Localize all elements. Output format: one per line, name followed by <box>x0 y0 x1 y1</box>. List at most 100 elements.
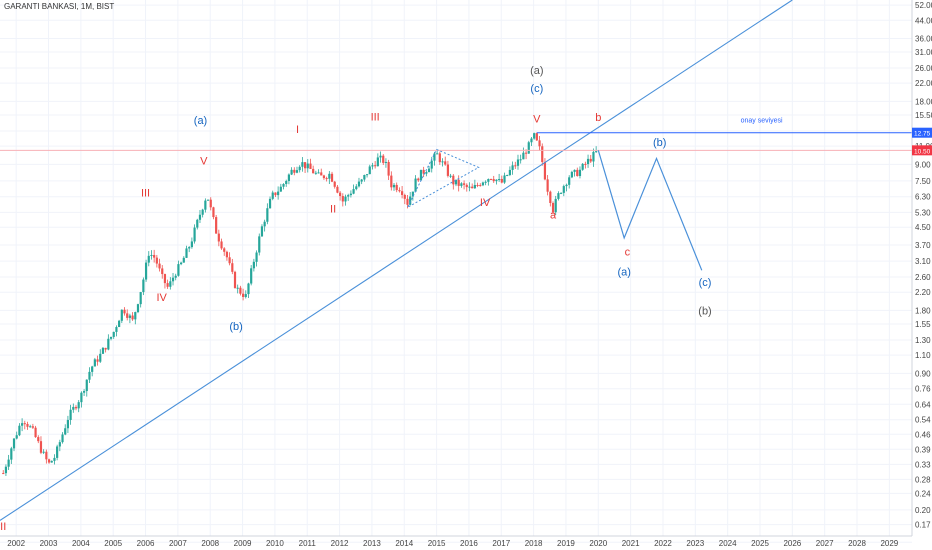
candle-body <box>193 227 196 242</box>
candle-body <box>72 406 75 410</box>
candle-body <box>85 379 88 392</box>
candle-body <box>45 451 48 460</box>
candle-body <box>506 175 509 177</box>
y-tick-label: 0.20 <box>915 506 931 515</box>
y-tick-label: 0.76 <box>915 385 931 394</box>
candle-body <box>436 153 439 155</box>
candle-body <box>236 287 239 289</box>
candle-body <box>419 169 423 181</box>
y-tick-label: 0.39 <box>915 445 931 454</box>
candle-body <box>398 190 401 192</box>
candle-body <box>7 459 10 467</box>
candle-body <box>15 435 18 439</box>
candle-body <box>495 179 498 182</box>
x-tick-label: 2020 <box>589 539 607 548</box>
wave-label: c <box>625 246 631 258</box>
price-tag <box>912 145 932 156</box>
candle-body <box>565 184 568 187</box>
candle-body <box>360 179 363 182</box>
wave-label: (c) <box>699 277 712 289</box>
x-tick-label: 2025 <box>751 539 769 548</box>
candle-body <box>2 473 5 475</box>
candle-body <box>465 184 468 188</box>
candle-body <box>99 353 102 362</box>
candle-body <box>414 178 417 192</box>
candle-body <box>250 268 253 284</box>
y-tick-label: 1.30 <box>915 336 931 345</box>
candle-body <box>126 313 129 318</box>
candle-body <box>471 186 474 189</box>
candle-body <box>322 175 326 179</box>
candle-body <box>204 200 207 210</box>
candle-body <box>231 263 234 272</box>
x-tick-label: 2019 <box>557 539 575 548</box>
drawing-layer <box>0 0 912 521</box>
candle-body <box>492 179 495 182</box>
wave-label: b <box>595 112 601 124</box>
candle-body <box>392 184 396 188</box>
candle-body <box>225 251 229 258</box>
candle-body <box>263 221 266 227</box>
candle-body <box>379 155 382 158</box>
candle-body <box>538 140 541 147</box>
candle-body <box>411 191 414 197</box>
y-tick-label: 26.00 <box>915 64 932 73</box>
candle-body <box>223 248 226 252</box>
wave-label: II <box>0 521 6 533</box>
candle-body <box>206 199 210 201</box>
candle-body <box>147 255 150 263</box>
candle-body <box>484 181 487 183</box>
candle-body <box>39 441 43 453</box>
candle-body <box>53 457 56 461</box>
candle-body <box>376 157 379 167</box>
trendline[interactable] <box>0 0 793 521</box>
x-tick-label: 2012 <box>331 539 349 548</box>
candle-body <box>255 252 258 262</box>
y-tick-label: 2.60 <box>915 273 931 282</box>
candle-body <box>592 151 595 162</box>
candle-body <box>77 402 80 409</box>
candle-body <box>123 309 126 314</box>
candle-body <box>535 133 538 141</box>
candle-body <box>584 163 587 165</box>
candle-body <box>47 459 51 463</box>
candle-body <box>481 182 485 186</box>
candle-body <box>198 214 202 220</box>
candle-body <box>215 217 218 234</box>
y-tick-label: 22.00 <box>915 79 932 88</box>
price-tag-label: 10.50 <box>914 148 931 155</box>
y-tick-label: 36.00 <box>915 34 932 43</box>
candle-body <box>118 320 121 328</box>
candle-body <box>560 192 563 194</box>
candle-body <box>171 277 175 282</box>
candle-body <box>274 192 277 196</box>
price-tag <box>912 127 932 138</box>
y-tick-label: 0.46 <box>915 430 931 439</box>
candle-body <box>562 186 565 193</box>
x-tick-label: 2004 <box>72 539 90 548</box>
candle-body <box>128 315 132 318</box>
x-tick-label: 2021 <box>622 539 640 548</box>
candle-body <box>454 179 458 185</box>
candle-body <box>430 160 433 169</box>
x-tick-label: 2013 <box>363 539 381 548</box>
candle-body <box>352 189 355 194</box>
candle-body <box>80 392 83 403</box>
projection-path[interactable] <box>597 150 703 271</box>
candle-body <box>66 419 70 429</box>
candle-body <box>519 159 522 161</box>
candle-body <box>546 179 549 192</box>
x-tick-label: 2018 <box>525 539 543 548</box>
candle-body <box>341 196 344 202</box>
candle-body <box>180 262 183 265</box>
x-tick-label: 2028 <box>848 539 866 548</box>
candle-body <box>290 169 293 175</box>
candle-body <box>573 169 576 172</box>
y-tick-label: 0.17 <box>915 521 931 530</box>
candle-body <box>425 172 428 174</box>
candle-body <box>50 460 53 463</box>
wave-label: (b) <box>653 137 666 149</box>
y-tick-label: 6.30 <box>915 193 931 202</box>
